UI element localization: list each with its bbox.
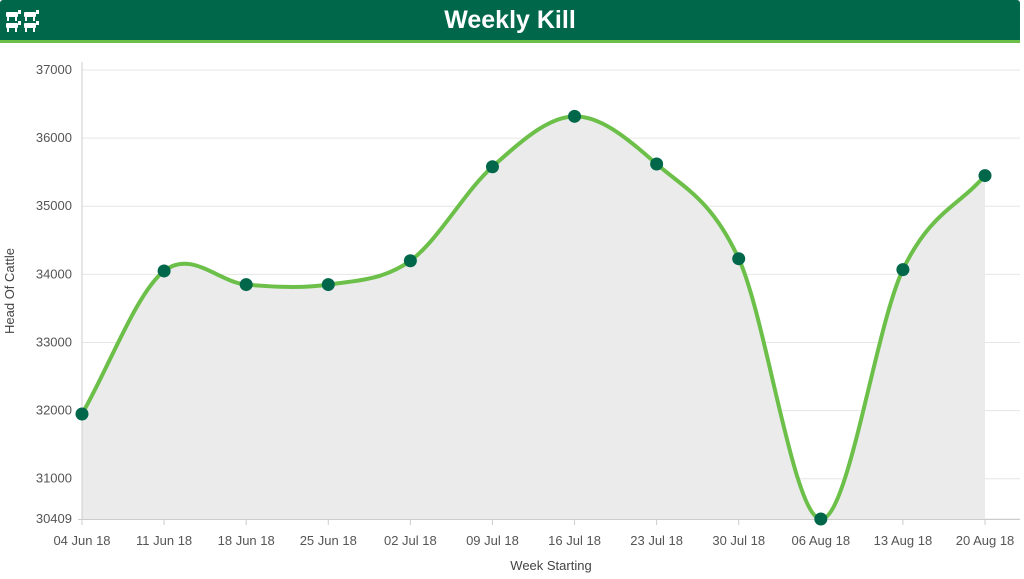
data-point: [403, 254, 417, 268]
y-tick-label: 31000: [36, 471, 72, 486]
data-point: [732, 252, 746, 266]
y-tick-label: 37000: [36, 62, 72, 77]
weekly-kill-chart: 04 Jun 18 11 Jun 18 18 Jun 18 25 Jun 18 02 J…: [2, 62, 1020, 573]
x-tick-label: 25 Jun 18: [300, 533, 357, 548]
x-tick-label: 20 Aug 18: [956, 533, 1015, 548]
data-point: [814, 512, 828, 526]
chart-title: Weekly Kill: [444, 6, 576, 34]
area-fill-shape: [82, 116, 985, 520]
x-tick-label: 18 Jun 18: [218, 533, 275, 548]
x-tick-label: 04 Jun 18: [53, 533, 110, 548]
data-point: [650, 157, 664, 171]
y-tick-label: 30409: [36, 511, 72, 526]
x-axis-title: Week Starting: [510, 558, 591, 573]
data-point: [321, 278, 335, 292]
data-points: [75, 109, 992, 526]
cattle-icon: [6, 10, 39, 32]
data-point: [896, 263, 910, 277]
x-tick-label: 11 Jun 18: [136, 533, 192, 548]
y-tick-label: 33000: [36, 334, 72, 349]
x-tick-label: 06 Aug 18: [792, 533, 851, 548]
axes: [78, 62, 1020, 525]
x-tick-labels: 04 Jun 18 11 Jun 18 18 Jun 18 25 Jun 18 02 J…: [53, 533, 1014, 548]
x-tick-label: 30 Jul 18: [712, 533, 765, 548]
x-tick-label: 16 Jul 18: [548, 533, 601, 548]
y-tick-label: 35000: [36, 198, 72, 213]
x-tick-label: 23 Jul 18: [630, 533, 683, 548]
y-axis-title: Head Of Cattle: [2, 248, 17, 334]
y-tick-label: 36000: [36, 130, 72, 145]
chart-header: Weekly Kill: [0, 0, 1020, 43]
data-point: [568, 109, 582, 123]
y-tick-label: 34000: [36, 266, 72, 281]
data-point: [485, 160, 499, 174]
y-tick-label: 32000: [36, 403, 72, 418]
x-tick-label: 13 Aug 18: [874, 533, 933, 548]
y-tick-labels: 30409 31000 32000 33000 34000 35000 36000 37000: [36, 62, 72, 526]
data-point: [157, 264, 171, 278]
data-point: [978, 169, 992, 183]
data-point: [239, 278, 253, 292]
x-tick-label: 02 Jul 18: [384, 533, 437, 548]
area-fill: [82, 116, 985, 520]
x-tick-label: 09 Jul 18: [466, 533, 519, 548]
data-point: [75, 407, 89, 421]
